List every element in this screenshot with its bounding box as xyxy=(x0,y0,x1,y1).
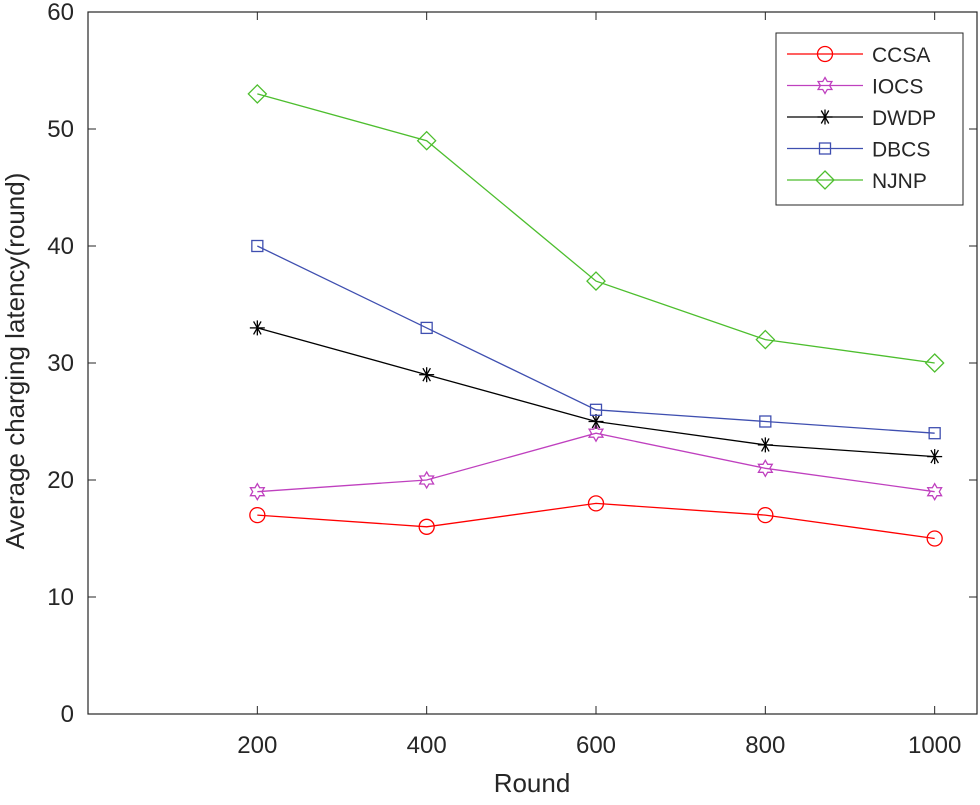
data-point-iocs xyxy=(926,482,943,502)
series-dwdp xyxy=(249,320,943,465)
data-point-dwdp xyxy=(419,367,435,383)
data-point-dwdp xyxy=(249,320,265,336)
data-point-njnp xyxy=(416,130,437,151)
series-line-dwdp xyxy=(257,327,935,458)
legend-item-dbcs: DBCS xyxy=(787,139,930,162)
legend-item-dwdp: DWDP xyxy=(787,107,936,130)
legend-marker-iocs xyxy=(816,76,834,95)
axes: 200 400 600 800 1000 0 10 20 30 40 50 60 xyxy=(47,0,978,759)
data-point-dwdp xyxy=(927,449,943,465)
data-point-iocs xyxy=(587,423,605,443)
y-tick-label: 40 xyxy=(47,233,74,260)
x-axis-label: Round xyxy=(494,768,571,798)
x-tick-label: 800 xyxy=(745,732,785,759)
series-dbcs xyxy=(251,239,941,440)
series-iocs xyxy=(249,423,943,502)
data-point-iocs xyxy=(418,470,435,490)
legend-marker-njnp xyxy=(815,170,835,190)
series-group xyxy=(247,83,945,547)
data-point-dwdp xyxy=(757,437,773,453)
legend-marker-dwdp xyxy=(817,109,833,125)
y-axis-label: Average charging latency(round) xyxy=(0,173,30,550)
series-line-dbcs xyxy=(257,245,935,434)
data-point-dbcs xyxy=(759,415,772,428)
data-point-dbcs xyxy=(928,427,941,440)
data-point-dwdp xyxy=(588,414,604,429)
data-point-iocs xyxy=(249,482,266,502)
y-tick-label: 0 xyxy=(61,701,74,728)
legend-label-dwdp: DWDP xyxy=(872,107,936,130)
legend-label-dbcs: DBCS xyxy=(872,139,930,162)
x-tick-label: 400 xyxy=(407,732,447,759)
x-tick-label: 200 xyxy=(237,732,277,759)
legend-item-iocs: IOCS xyxy=(787,76,923,99)
legend: CCSA IOCS DWDP DBCS NJNP xyxy=(775,32,964,206)
legend-item-njnp: NJNP xyxy=(787,170,927,193)
legend-box xyxy=(775,32,964,206)
data-point-njnp xyxy=(924,353,945,373)
legend-marker-ccsa xyxy=(816,45,834,63)
legend-item-ccsa: CCSA xyxy=(787,44,930,67)
data-point-ccsa xyxy=(249,506,266,524)
data-point-njnp xyxy=(586,271,606,292)
series-line-iocs xyxy=(257,432,935,493)
series-line-ccsa xyxy=(257,502,935,540)
legend-label-njnp: NJNP xyxy=(872,170,927,193)
data-point-iocs xyxy=(757,458,774,478)
legend-label-iocs: IOCS xyxy=(872,76,923,99)
y-tick-label: 50 xyxy=(47,116,74,143)
data-point-ccsa xyxy=(757,506,774,524)
y-tick-label: 10 xyxy=(47,584,74,611)
y-tick-label: 20 xyxy=(47,467,74,494)
series-ccsa xyxy=(249,495,943,547)
data-point-dbcs xyxy=(251,239,264,253)
data-point-ccsa xyxy=(418,518,435,535)
data-point-njnp xyxy=(247,83,268,104)
data-point-dbcs xyxy=(420,321,433,335)
legend-label-ccsa: CCSA xyxy=(872,44,930,67)
data-point-ccsa xyxy=(926,530,943,547)
series-line-njnp xyxy=(257,93,935,364)
data-point-njnp xyxy=(755,329,776,350)
x-tick-label: 1000 xyxy=(908,732,961,759)
data-point-ccsa xyxy=(587,495,605,512)
series-njnp xyxy=(247,83,945,373)
y-tick-label: 60 xyxy=(47,0,74,26)
y-tick-label: 30 xyxy=(47,350,74,377)
legend-marker-dbcs xyxy=(818,142,832,155)
x-tick-label: 600 xyxy=(576,732,616,759)
data-point-dbcs xyxy=(589,403,603,416)
